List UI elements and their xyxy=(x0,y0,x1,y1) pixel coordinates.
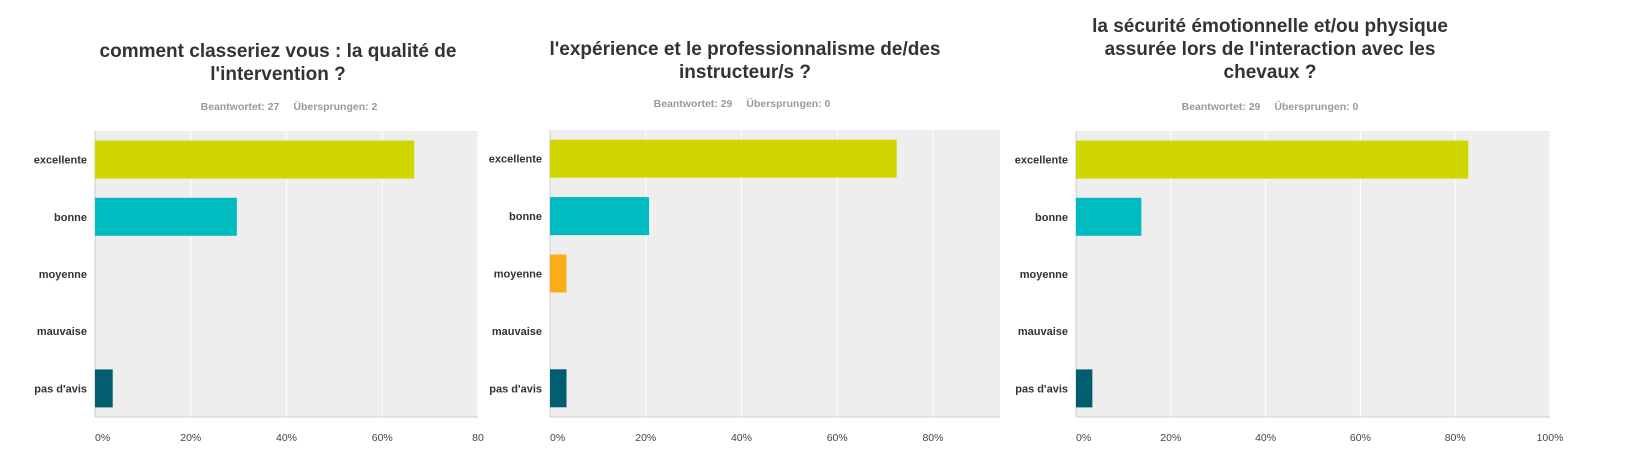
category-label: moyenne xyxy=(1020,269,1068,281)
x-tick-label: 60% xyxy=(372,432,393,444)
skipped-count: Übersprungen: 2 xyxy=(293,101,378,113)
x-tick-label: 0% xyxy=(550,432,565,444)
x-tick-label: 0% xyxy=(95,432,110,444)
bar-chart: 0% 20% 40% 60% 80% excellente bonne moyenne mauv… xyxy=(489,130,1000,444)
answered-count: Beantwortet: 29 xyxy=(653,98,733,110)
x-tick-label: 0% xyxy=(1076,432,1091,444)
category-label: pas d'avis xyxy=(489,383,542,395)
bar-excellente xyxy=(550,139,897,178)
category-label: bonne xyxy=(1035,212,1068,224)
category-label: bonne xyxy=(54,212,87,224)
x-tick-label: 40% xyxy=(1255,432,1276,444)
bar-bonne xyxy=(550,197,650,236)
x-tick-label: 80% xyxy=(922,432,943,444)
category-label: mauvaise xyxy=(492,326,542,338)
chart-panel-experience: l'expérience et le professionnalisme de/… xyxy=(489,39,1000,444)
category-label: bonne xyxy=(509,211,542,223)
response-stats: Beantwortet: 29 Übersprungen: 0 xyxy=(1070,101,1470,113)
category-label: pas d'avis xyxy=(1015,383,1068,395)
bar-pas_avis xyxy=(550,369,567,408)
bar-pas_avis xyxy=(1076,369,1093,408)
chart-title: l'expérience et le professionnalisme de/… xyxy=(549,39,941,83)
category-label: excellente xyxy=(34,155,87,167)
answered-count: Beantwortet: 29 xyxy=(1181,101,1261,113)
category-label: mauvaise xyxy=(1018,326,1068,338)
x-tick-label: 20% xyxy=(180,432,201,444)
category-label: moyenne xyxy=(494,269,542,281)
bar-bonne xyxy=(95,197,237,236)
plot-area xyxy=(550,130,1000,417)
skipped-count: Übersprungen: 0 xyxy=(746,98,831,110)
x-tick-label: 60% xyxy=(827,432,848,444)
chart-panel-quality: comment classeriez vous : la qualité de … xyxy=(0,0,490,476)
category-label: moyenne xyxy=(39,269,87,281)
chart-title: comment classeriez vous : la qualité de … xyxy=(99,41,457,85)
skipped-count: Übersprungen: 0 xyxy=(1274,101,1359,113)
x-tick-label: 40% xyxy=(276,432,297,444)
x-tick-label: 40% xyxy=(731,432,752,444)
plot-area xyxy=(1076,131,1550,417)
response-stats: Beantwortet: 29 Übersprungen: 0 xyxy=(542,98,942,110)
bar-moyenne xyxy=(550,254,567,293)
response-stats: Beantwortet: 27 Übersprungen: 2 xyxy=(0,101,578,113)
x-tick-label: 60% xyxy=(1350,432,1371,444)
bar-chart: 0% 20% 40% 60% 80 excellente bonne moyenne mauva… xyxy=(34,131,484,444)
x-tick-label: 80 xyxy=(472,432,484,444)
bar-pas_avis xyxy=(95,369,113,408)
bar-excellente xyxy=(95,140,415,179)
answered-count: Beantwortet: 27 xyxy=(200,101,280,113)
x-tick-label: 100% xyxy=(1537,432,1564,444)
category-label: mauvaise xyxy=(37,326,87,338)
category-label: excellente xyxy=(489,154,542,166)
x-tick-label: 80% xyxy=(1445,432,1466,444)
bar-bonne xyxy=(1076,197,1142,236)
x-tick-label: 20% xyxy=(635,432,656,444)
chart-title: la sécurité émotionnelle et/ou physique … xyxy=(1092,16,1448,83)
category-label: excellente xyxy=(1015,155,1068,167)
x-tick-label: 20% xyxy=(1160,432,1181,444)
category-label: pas d'avis xyxy=(34,383,87,395)
bar-excellente xyxy=(1076,140,1469,179)
